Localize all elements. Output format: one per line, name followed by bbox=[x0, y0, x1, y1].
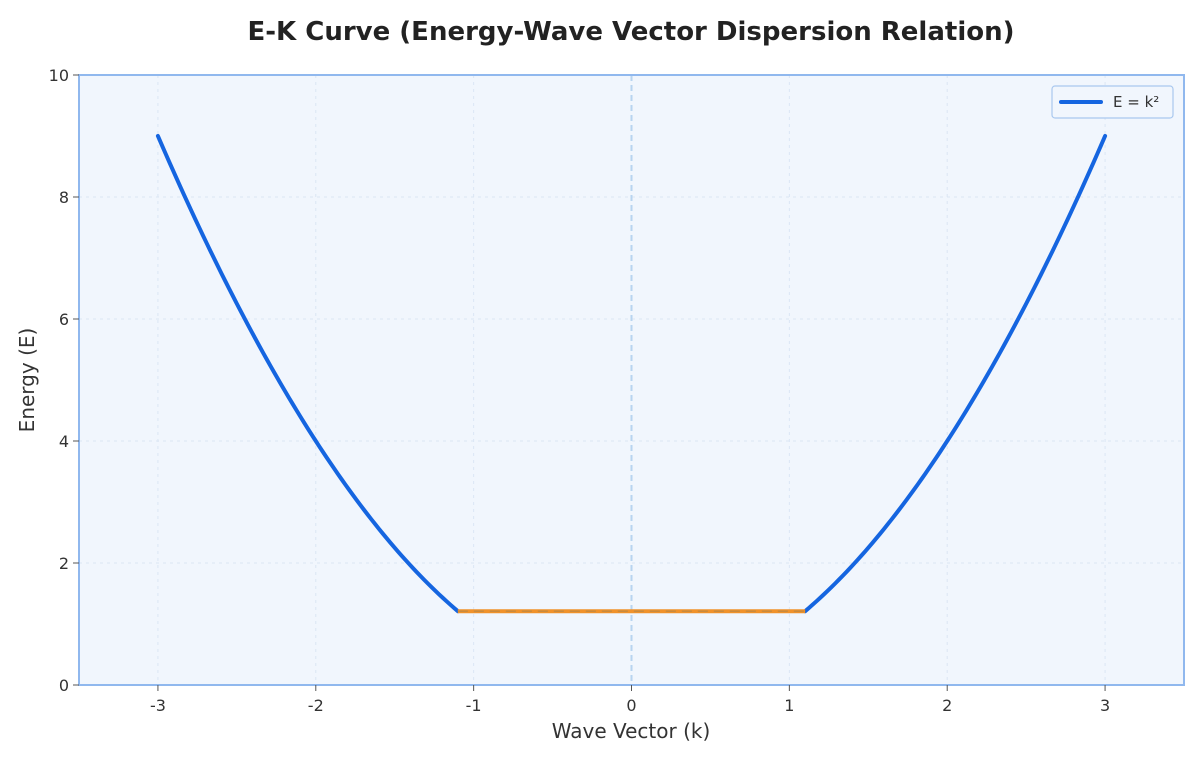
series-group bbox=[155, 134, 1108, 614]
x-tick-label-5: 2 bbox=[942, 696, 952, 715]
y-tick-label-2: 4 bbox=[59, 432, 69, 451]
chart-title: E-K Curve (Energy-Wave Vector Dispersion… bbox=[248, 17, 1015, 47]
x-tick-label-1: -2 bbox=[308, 696, 324, 715]
x-axis-label: Wave Vector (k) bbox=[552, 719, 711, 743]
x-tick-label-0: -3 bbox=[150, 696, 166, 715]
y-tick-label-1: 2 bbox=[59, 554, 69, 573]
y-tick-label-3: 6 bbox=[59, 310, 69, 329]
legend-box bbox=[1051, 85, 1174, 119]
y-tick-label-4: 8 bbox=[59, 188, 69, 207]
x-axis-ticks: -3 -2 -1 0 1 2 3 bbox=[150, 685, 1110, 715]
y-tick-label-5: 10 bbox=[49, 66, 69, 85]
grid-lines bbox=[79, 75, 1184, 685]
y-tick-label-0: 0 bbox=[59, 676, 69, 695]
series-line-ek-left bbox=[155, 134, 460, 614]
y-axis-label: Energy (E) bbox=[15, 328, 39, 433]
x-tick-label-6: 3 bbox=[1100, 696, 1110, 715]
x-tick-label-2: -1 bbox=[466, 696, 482, 715]
x-tick-label-4: 1 bbox=[784, 696, 794, 715]
x-tick-label-3: 0 bbox=[626, 696, 636, 715]
legend-entry-label: E = k² bbox=[1113, 93, 1159, 111]
series-line-ek-right bbox=[803, 134, 1108, 614]
y-axis-ticks: 0 2 4 6 8 10 bbox=[49, 66, 79, 695]
legend: E = k² bbox=[1051, 85, 1174, 119]
